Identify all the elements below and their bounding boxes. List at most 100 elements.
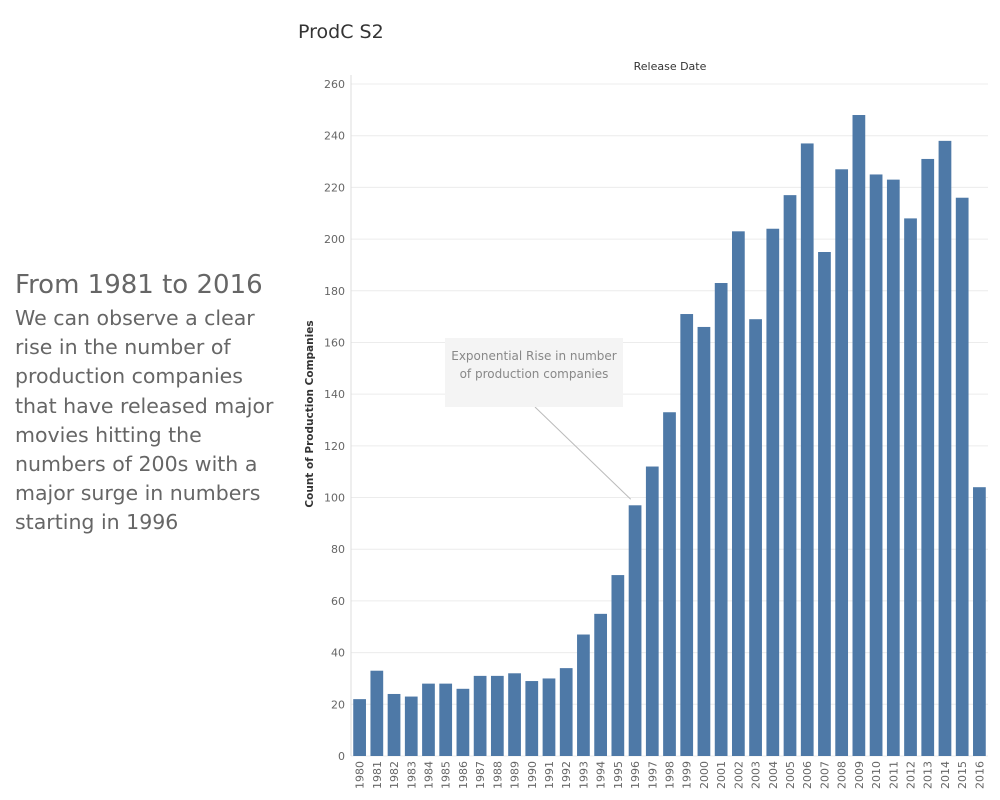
x-tick-label: 2010: [870, 761, 883, 789]
story-body: We can observe a clear rise in the numbe…: [15, 306, 274, 535]
x-tick-label: 1987: [474, 761, 487, 789]
bar-2015: [955, 197, 969, 756]
bar-1995: [611, 575, 625, 756]
bar-2012: [904, 218, 917, 756]
y-tick-label: 20: [331, 698, 345, 711]
bar-1980: [353, 699, 366, 756]
x-tick-label: 2005: [784, 761, 797, 789]
x-tick-label: 2016: [973, 761, 986, 789]
bar-1997: [645, 466, 659, 756]
bar-1990: [525, 681, 539, 756]
y-tick-label: 100: [324, 492, 345, 505]
x-tick-label: 2015: [956, 761, 969, 789]
bar-1999: [680, 314, 694, 756]
x-tick-label: 1998: [664, 761, 677, 789]
bar-2016: [973, 487, 986, 756]
x-tick-label: 2012: [905, 761, 918, 789]
annotation-text: Exponential Rise in number of production…: [451, 349, 617, 381]
x-axis-title: Release Date: [634, 60, 707, 73]
bar-2005: [783, 195, 797, 757]
x-tick-label: 2008: [836, 761, 849, 789]
x-tick-label: 1986: [457, 761, 470, 789]
x-tick-label: 2000: [698, 761, 711, 789]
x-tick-label: 1992: [560, 761, 573, 789]
annotation-pointer-line: [534, 406, 632, 500]
x-tick-label: 1983: [405, 761, 418, 789]
bar-1985: [439, 683, 453, 756]
sheet-title: ProdC S2: [298, 21, 384, 43]
bar-1992: [559, 668, 573, 756]
bar-2011: [886, 179, 900, 757]
bar-2006: [800, 143, 814, 756]
bar-1988: [490, 675, 504, 756]
y-tick-label: 220: [324, 181, 345, 194]
x-tick-label: 1994: [595, 761, 608, 789]
bar-1996: [628, 505, 642, 756]
bar-2013: [921, 158, 935, 756]
x-tick-label: 1981: [371, 761, 384, 789]
bars: [353, 115, 986, 757]
x-tick-label: 2006: [801, 761, 814, 789]
bar-2014: [938, 140, 952, 756]
bar-1981: [370, 670, 384, 756]
bar-2003: [749, 319, 762, 756]
y-tick-label: 120: [324, 440, 345, 453]
bar-1991: [542, 678, 556, 756]
bar-2004: [766, 228, 780, 756]
x-tick-label: 1988: [491, 761, 504, 789]
x-tick-label: 1999: [681, 761, 694, 789]
x-tick-label: 1996: [629, 761, 642, 789]
bar-2009: [852, 115, 866, 756]
bar-1983: [404, 696, 418, 756]
x-tick-label: 2013: [922, 761, 935, 789]
x-tick-label: 2002: [732, 761, 745, 789]
y-tick-label: 60: [331, 595, 345, 608]
x-tick-label: 2004: [767, 761, 780, 789]
bar-1987: [473, 675, 487, 756]
x-tick-label: 1993: [577, 761, 590, 789]
x-tick-label: 2014: [939, 761, 952, 789]
x-tick-label: 2009: [853, 761, 866, 789]
x-axis-ticks: 1980 1981 1982 1983 1984 1985 1986 1987 1988 1989…: [354, 761, 987, 789]
bar-1982: [387, 693, 401, 756]
x-tick-label: 2011: [887, 761, 900, 789]
x-tick-label: 1990: [526, 761, 539, 789]
bar-2002: [731, 231, 745, 757]
bar-1993: [577, 634, 590, 756]
y-tick-label: 80: [331, 543, 345, 556]
x-tick-label: 1997: [646, 761, 659, 789]
bar-2000: [697, 326, 711, 756]
bar-1984: [422, 683, 435, 756]
x-tick-label: 1984: [422, 761, 435, 789]
bar-1989: [508, 673, 521, 756]
x-tick-label: 1991: [543, 761, 556, 789]
y-tick-label: 180: [324, 285, 345, 298]
x-tick-label: 1980: [354, 761, 367, 789]
x-tick-label: 1989: [509, 761, 522, 789]
y-tick-label: 0: [338, 750, 345, 763]
x-tick-label: 2003: [750, 761, 763, 789]
bar-2010: [869, 174, 883, 756]
bar-2008: [835, 169, 849, 757]
y-tick-label: 140: [324, 388, 345, 401]
x-tick-label: 2001: [715, 761, 728, 789]
bar-2001: [714, 283, 728, 756]
bar-1994: [594, 613, 608, 756]
y-tick-label: 200: [324, 233, 345, 246]
y-tick-label: 160: [324, 336, 345, 349]
y-axis-ticks: 0 20 40 60 80 100 120 140 160 180 200 220 240 260: [324, 78, 345, 763]
x-tick-label: 1982: [388, 761, 401, 789]
bar-1998: [663, 412, 676, 756]
annotation-callout: Exponential Rise in number of production…: [445, 338, 623, 407]
x-tick-label: 1995: [612, 761, 625, 789]
x-tick-label: 2007: [818, 761, 831, 789]
y-axis-title: Count of Production Companies: [304, 320, 316, 507]
y-tick-label: 40: [331, 647, 345, 660]
x-tick-label: 1985: [440, 761, 453, 789]
bar-1986: [456, 688, 470, 756]
y-tick-label: 240: [324, 130, 345, 143]
bar-2007: [818, 252, 831, 756]
y-tick-label: 260: [324, 78, 345, 91]
story-heading: From 1981 to 2016: [15, 270, 263, 300]
